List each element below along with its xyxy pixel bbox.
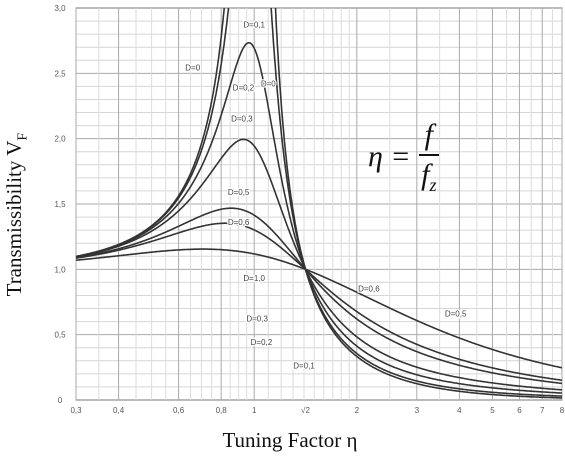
x-tick-label: 3 [415,406,420,415]
y-axis-label: Transmissibility VF [2,133,31,297]
x-tick-labels: 0,3 0,4 0,6 0,8 1 √2 2 3 4 5 6 7 8 [70,406,564,415]
curve-label: D=0,5 [445,309,467,318]
curve-D-1-0 [76,248,562,369]
curve-label: D=0 [261,79,276,88]
curve-label: D=0,6 [358,285,380,294]
formula-denominator: fz [421,158,437,195]
y-tick-labels: 0 0,5 1,0 1,5 2,0 2,5 3,0 [54,4,66,405]
x-tick-label: 0,8 [216,406,228,415]
curve-label: D=0,3 [246,315,268,324]
x-tick-label: 4 [457,406,462,415]
formula-lhs: η = [368,140,411,173]
curve-D-0-5 [76,207,562,385]
x-tick-label: 7 [540,406,545,415]
y-tick-label: 1,0 [54,265,66,274]
formula-numerator: f [418,118,439,156]
x-tick-label: 8 [560,406,565,415]
curve-label: D=0,3 [231,115,253,124]
x-tick-label: 5 [490,406,495,415]
x-tick-label: 0,6 [173,406,185,415]
x-tick-label: √2 [301,406,310,415]
y-tick-label: 0,5 [54,331,66,340]
curve-D-0-3 [76,138,562,391]
curve-label: D=0,2 [233,83,255,92]
curve-label: D=0,1 [243,21,265,30]
y-tick-label: 2,5 [54,69,66,78]
x-tick-label: 6 [517,406,522,415]
curve-D-0-1 [76,8,562,397]
x-axis-label: Tuning Factor η [222,428,358,452]
curve-label: D=0,2 [251,338,273,347]
curve-label: D=0,5 [228,188,250,197]
curve-labels: D=0,1 D=0 D=0,2 D=0 D=0,3 D=0,5 D=0,6 D=1,0 D=0,… [184,19,468,372]
y-tick-label: 1,5 [54,200,66,209]
y-tick-label: 0 [58,396,63,405]
tuning-factor-formula: η = f fz [368,118,439,196]
x-tick-label: 0,3 [70,406,82,415]
x-tick-label: 2 [355,406,360,415]
formula-fraction: f fz [418,118,439,196]
curve-D-0-6 [76,222,562,381]
curve-D-0-2 [76,42,562,394]
y-tick-label: 2,0 [54,135,66,144]
curve-label: D=0 [185,64,200,73]
curve-label: D=1,0 [243,274,265,283]
curve-label: D=0,6 [228,218,250,227]
x-tick-label: 0,4 [113,406,125,415]
x-tick-label: 1 [252,406,257,415]
y-tick-label: 3,0 [54,4,66,13]
curve-label: D=0,1 [293,362,315,371]
curves [76,8,562,399]
